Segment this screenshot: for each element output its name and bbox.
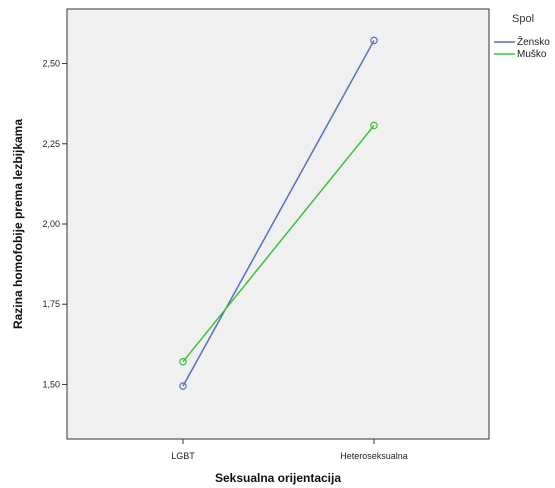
y-axis-title: Razina homofobije prema lezbijkama [11, 119, 25, 329]
legend-label: Muško [517, 49, 547, 60]
y-tick-label: 1,50 [42, 379, 60, 389]
x-axis: LGBT Heteroseksualna [171, 439, 408, 461]
y-tick-label: 1,75 [42, 299, 60, 309]
y-tick-label: 2,50 [42, 59, 60, 69]
series-line-2 [182, 125, 375, 363]
series-line-1 [182, 40, 375, 387]
y-tick-label: 2,00 [42, 219, 60, 229]
data-point [179, 382, 187, 390]
series-layer [179, 36, 378, 390]
y-tick-label: 2,25 [42, 139, 60, 149]
y-axis: 1,50 1,75 2,00 2,25 2,50 [42, 59, 67, 389]
data-point [179, 357, 187, 366]
data-point [370, 121, 378, 130]
x-tick-label: Heteroseksualna [340, 451, 408, 461]
plot-area [66, 8, 490, 440]
legend-label: Žensko [517, 35, 550, 48]
x-axis-title: Seksualna orijentacija [215, 471, 341, 485]
legend-title: Spol [512, 13, 534, 25]
x-tick-label: LGBT [171, 451, 195, 461]
data-point [370, 36, 378, 45]
